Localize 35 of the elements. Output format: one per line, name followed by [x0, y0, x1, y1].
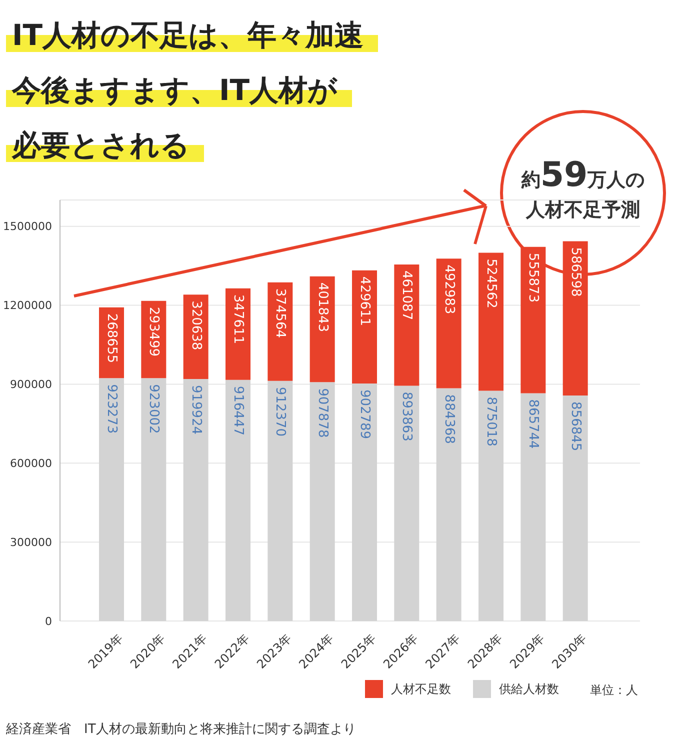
data-label: 923002 [146, 384, 162, 434]
text: 単位：人 [590, 682, 638, 699]
y-tick-label: 1200000 [3, 299, 52, 312]
data-label: 555873 [526, 252, 541, 303]
y-tick-label: 600000 [10, 457, 52, 470]
y-tick-label: 0 [45, 614, 52, 628]
data-label: 586598 [568, 247, 583, 297]
data-label: 524562 [484, 258, 498, 308]
data-label: 461087 [399, 270, 414, 320]
data-label: 902789 [357, 389, 372, 440]
data-label: 923273 [104, 384, 119, 434]
data-label: 875018 [484, 396, 498, 446]
legend-label: 人材不足数 [391, 680, 451, 698]
text: 経済産業省 IT人材の最新動向と将来推計に関する調査より [6, 721, 356, 738]
data-label: 856845 [568, 402, 583, 452]
annotation: 約59万人の人材不足予測 [521, 155, 645, 221]
data-label: 884368 [441, 394, 456, 444]
data-label: 912370 [272, 386, 288, 437]
data-label: 907878 [314, 388, 330, 438]
y-tick-label: 900000 [10, 378, 52, 392]
legend-label: 供給人材数 [499, 680, 559, 698]
data-label: 320638 [188, 300, 204, 350]
data-label: 268655 [104, 313, 119, 364]
y-tick-label: 300000 [10, 536, 52, 549]
y-tick-label: 1500000 [3, 220, 52, 234]
data-label: 429611 [357, 276, 372, 326]
data-label: 919924 [188, 384, 204, 435]
data-label: 865744 [526, 399, 541, 449]
data-label: 916447 [230, 386, 246, 436]
data-label: 492983 [441, 264, 456, 314]
data-label: 347611 [230, 294, 246, 344]
data-label: 401843 [314, 282, 330, 332]
data-label: 374564 [272, 288, 288, 338]
data-label: 893863 [399, 392, 414, 442]
data-label: 293499 [146, 306, 162, 357]
